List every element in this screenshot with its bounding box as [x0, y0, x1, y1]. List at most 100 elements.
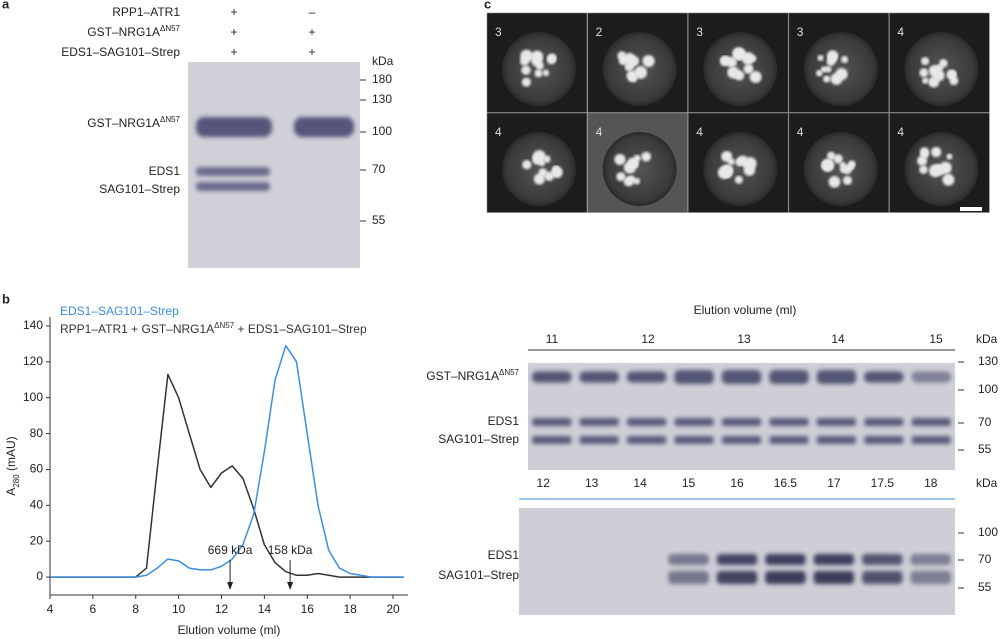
- band-label-part: SAG101–Strep: [438, 568, 519, 582]
- legend-entry-part: + EDS1–SAG101–Strep: [234, 322, 367, 336]
- row-label-part: RPP1–ATR1: [112, 5, 180, 19]
- unit-label: kDa: [976, 476, 998, 490]
- panel-label: a: [2, 0, 10, 11]
- class-density: [734, 70, 745, 81]
- x-tick-label: 20: [386, 602, 400, 616]
- class-count: 2: [596, 25, 603, 39]
- gel-band: [668, 554, 709, 565]
- lane-sign: +: [230, 25, 237, 39]
- marker-label: 180: [372, 72, 392, 86]
- gel-band: [864, 371, 904, 383]
- band-label: EDS1: [149, 164, 181, 178]
- band-label-part: SAG101–Strep: [438, 432, 519, 446]
- x-tick-label: 4: [47, 602, 54, 616]
- marker-label: 100: [978, 382, 998, 396]
- class-density: [547, 55, 556, 65]
- marker-label: 55: [372, 213, 386, 227]
- lane-sign: +: [308, 25, 315, 39]
- class-density: [617, 51, 627, 61]
- row-label-part: GST–NRG1A: [87, 25, 160, 39]
- class-density: [933, 69, 945, 82]
- band-label: GST–NRG1AΔN57: [426, 368, 519, 384]
- band-label-part: EDS1: [149, 164, 181, 178]
- class-disc: [703, 132, 778, 206]
- class-density: [633, 177, 641, 185]
- band-label-part: EDS1: [488, 414, 520, 428]
- class-density: [830, 72, 843, 85]
- class-count: 4: [797, 125, 804, 139]
- class-density: [939, 161, 952, 175]
- class-density: [627, 157, 637, 167]
- gel-band: [765, 554, 806, 565]
- class-density: [749, 70, 762, 84]
- fraction-label: 17.5: [871, 476, 895, 490]
- class-density: [542, 69, 550, 77]
- fraction-label: 14: [831, 332, 845, 346]
- y-tick-label: 0: [36, 569, 43, 583]
- gel-band: [674, 418, 714, 426]
- gel-band: [532, 436, 572, 444]
- class-density: [544, 171, 554, 182]
- gel-band: [911, 371, 951, 383]
- gel-band: [721, 370, 762, 384]
- fraction-label: 12: [641, 332, 655, 346]
- x-tick-label: 16: [301, 602, 315, 616]
- y-tick-label: 140: [23, 318, 43, 332]
- unit-label: kDa: [372, 54, 394, 68]
- fraction-label: 14: [633, 476, 647, 490]
- row-label-part: ΔN57: [160, 24, 181, 33]
- legend-entry-part: ΔN57: [214, 321, 235, 330]
- class-density: [825, 66, 832, 73]
- gel-band: [716, 554, 758, 565]
- marker-label: 55: [978, 442, 992, 456]
- y-axis-label-part: 280: [12, 474, 21, 488]
- class-density: [642, 54, 655, 68]
- y-tick-label: 40: [30, 497, 44, 511]
- x-tick-label: 18: [343, 602, 357, 616]
- class-density: [641, 151, 652, 162]
- class-density: [521, 77, 531, 87]
- legend-entry: RPP1–ATR1 + GST–NRG1AΔN57 + EDS1–SAG101–…: [60, 321, 367, 337]
- band-label: GST–NRG1AΔN57: [87, 115, 180, 131]
- gel-band: [910, 554, 951, 565]
- band-label-part: SAG101–Strep: [99, 182, 180, 196]
- gel-band: [716, 571, 758, 584]
- class-density: [532, 154, 543, 165]
- class-density: [828, 176, 841, 188]
- legend-entry-part: EDS1–SAG101–Strep: [60, 304, 179, 318]
- panel-label: b: [2, 291, 10, 306]
- class-density: [727, 158, 735, 166]
- marker-label: 55: [978, 580, 992, 594]
- class-density: [930, 146, 942, 158]
- class-density: [520, 49, 533, 63]
- gel-band: [674, 370, 714, 384]
- marker-label: 100: [372, 124, 392, 138]
- y-axis-label-part: (mAU): [4, 436, 18, 474]
- class-density: [826, 50, 839, 62]
- class-density: [743, 64, 754, 74]
- gel-band: [579, 418, 619, 426]
- class-count: 4: [897, 25, 904, 39]
- gel-band: [674, 436, 714, 444]
- class-density: [936, 64, 944, 72]
- lane-sign: –: [309, 5, 316, 19]
- gel-band: [668, 571, 709, 584]
- class-count: 4: [696, 125, 703, 139]
- row-label: GST–NRG1AΔN57: [87, 24, 180, 40]
- lane-sign: +: [230, 5, 237, 19]
- gel-band: [765, 571, 806, 584]
- row-label-part: EDS1–SAG101–Strep: [61, 45, 180, 59]
- gel-band: [196, 182, 270, 191]
- gel-band: [862, 554, 903, 565]
- gel-band: [294, 117, 354, 137]
- class-density: [750, 55, 757, 62]
- x-tick-label: 14: [258, 602, 272, 616]
- class-density: [841, 55, 849, 64]
- gel-band: [532, 418, 572, 426]
- x-tick-label: 8: [132, 602, 139, 616]
- x-tick-label: 12: [215, 602, 229, 616]
- fraction-label: 18: [924, 476, 938, 490]
- band-label-part: ΔN57: [160, 115, 181, 124]
- class-density: [534, 69, 543, 78]
- gel-band: [816, 418, 857, 426]
